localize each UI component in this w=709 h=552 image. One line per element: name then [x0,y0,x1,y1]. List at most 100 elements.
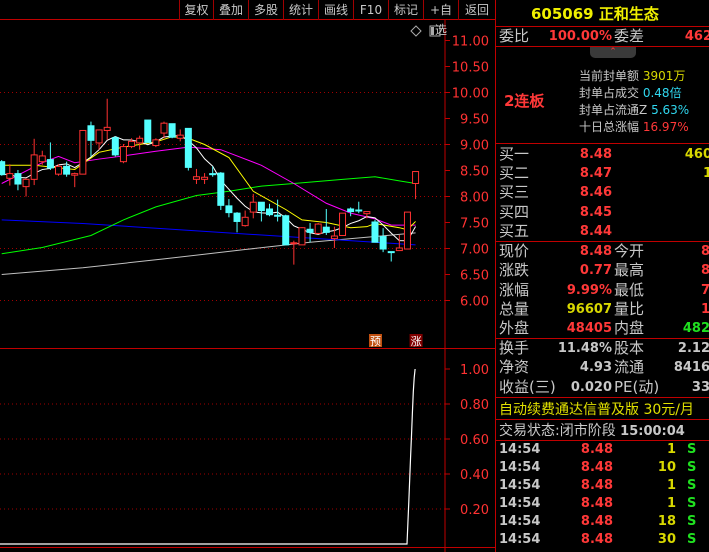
toolbar-button-0[interactable]: 复权 [179,0,213,20]
bid-price: 8.44 [579,223,612,239]
candle-down [233,212,241,222]
tick-volume: 1 [666,442,676,457]
candle-up [176,134,184,139]
candle-up [314,223,322,234]
quote-label: 涨跌 [499,261,530,280]
panel-toggle-icon[interactable] [429,25,441,37]
tick-time: 14:54 [499,442,541,457]
diamond-icon[interactable] [410,25,422,37]
toolbar-button-8[interactable]: 返回 [458,0,495,20]
ma-blue-line [1,219,416,246]
quote-value: 8.48 [579,244,612,259]
candle-down [265,208,273,216]
collapse-up-button[interactable]: ⌃ [590,47,636,58]
tick-row: 14:54 8.48 1 S [496,477,709,495]
tick-price: 8.48 [580,532,613,547]
tick-price: 8.48 [580,514,613,529]
weicha-label: 委差 [614,27,645,45]
bid-volume: 1 [703,164,709,183]
tick-time: 14:54 [499,496,541,511]
toolbar-button-2[interactable]: 多股 [248,0,283,20]
marker-badge [368,334,382,347]
candle-up [136,137,144,144]
candle-down [144,119,152,143]
seal-value: 5.63% [651,103,690,117]
tick-row: 14:54 8.48 1 S [496,441,709,459]
trade-status: 交易状态:闭市阶段 15:00:04 [499,420,685,440]
fund-value-2: 33 [691,379,709,395]
candle-down [184,127,192,168]
quote-label: 外盘 [499,319,530,338]
tick-price: 8.48 [580,478,613,493]
candle-down [274,214,282,217]
quote-value: 9.99% [566,282,612,298]
candle-up [339,212,347,236]
fund-value: 4.93 [579,360,612,376]
tick-side: S [687,514,697,529]
quote-label-2: 量比 [614,299,645,318]
toolbar-button-4[interactable]: 画线 [318,0,353,20]
indicator-tick-label: 0.80 [460,398,489,413]
toolbar-button-5[interactable]: F10 [353,0,388,20]
candle-up [395,247,403,252]
quote-row: 外盘 48405 内盘 482 [496,319,709,338]
candle-down [225,205,233,214]
bid-row: 买一 8.48 460 [496,145,709,164]
tick-side: S [687,442,697,457]
price-tick-label: 7.00 [460,243,489,258]
bid-label: 买三 [499,183,530,202]
fund-value-2: 8416 [673,360,709,376]
marker-label: 预 [370,335,381,348]
price-tick-label: 6.00 [460,295,489,310]
price-tick-label: 9.50 [460,113,489,128]
indicator-line [0,368,416,545]
candle-down [355,209,363,212]
tick-side: S [687,460,697,475]
toolbar-button-1[interactable]: 叠加 [213,0,248,20]
tick-volume: 18 [657,514,676,529]
bid-row: 买四 8.45 [496,203,709,222]
tick-row: 14:54 8.48 1 S [496,495,709,513]
price-tick-label: 8.50 [460,165,489,180]
seal-value: 0.48倍 [642,86,682,100]
tick-volume: 1 [666,496,676,511]
tick-row: 14:54 8.48 18 S [496,513,709,531]
toolbar-button-6[interactable]: 标记 [388,0,423,20]
fund-row: 净资 4.93 流通 8416 [496,358,709,377]
toolbar-button-7[interactable]: +自选 [423,0,458,37]
kline-chart[interactable]: 11.00 10.50 10.00 9.50 9.00 8.50 8.00 7.50 7.00 6… [0,0,495,552]
seal-row: 封单占成交 0.48倍 [579,84,682,101]
candle-down [0,161,6,176]
bid-price: 8.45 [579,204,612,220]
ad-banner[interactable]: 自动续费通达信普及版 30元/月 [499,402,694,418]
chart-toolbar: 复权 叠加 多股 统计 画线 F10 标记 +自选 返回 [0,0,495,37]
candle-down [63,165,71,175]
price-tick-label: 9.00 [460,139,489,154]
toolbar-button-3[interactable]: 统计 [283,0,318,20]
candle-down [168,123,176,138]
candle-up [38,155,46,163]
candle-down [257,201,265,212]
bid-row: 买三 8.46 [496,183,709,202]
quote-label: 总量 [499,299,530,318]
candle-up [241,216,249,227]
bid-row: 买二 8.47 1 [496,164,709,183]
candle-up [6,173,14,179]
ma20-line [1,146,416,226]
panel-toggle-icon-fill [431,27,434,35]
quote-label-2: 最低 [614,280,645,299]
price-tick-label: 7.50 [460,217,489,232]
candle-up [192,176,200,180]
fund-value: 0.020 [570,379,612,395]
candle-up [363,211,371,215]
seal-label: 封单占流通Z [579,103,648,117]
bid-price: 8.48 [579,147,612,162]
quote-label: 现价 [499,242,530,260]
quote-value-2: 8 [701,242,709,261]
tick-price: 8.48 [580,442,613,457]
tick-volume: 1 [666,478,676,493]
fund-row: 换手 11.48% 股本 2.12 [496,339,709,358]
candle-down [209,173,217,176]
candle-up [55,165,63,175]
